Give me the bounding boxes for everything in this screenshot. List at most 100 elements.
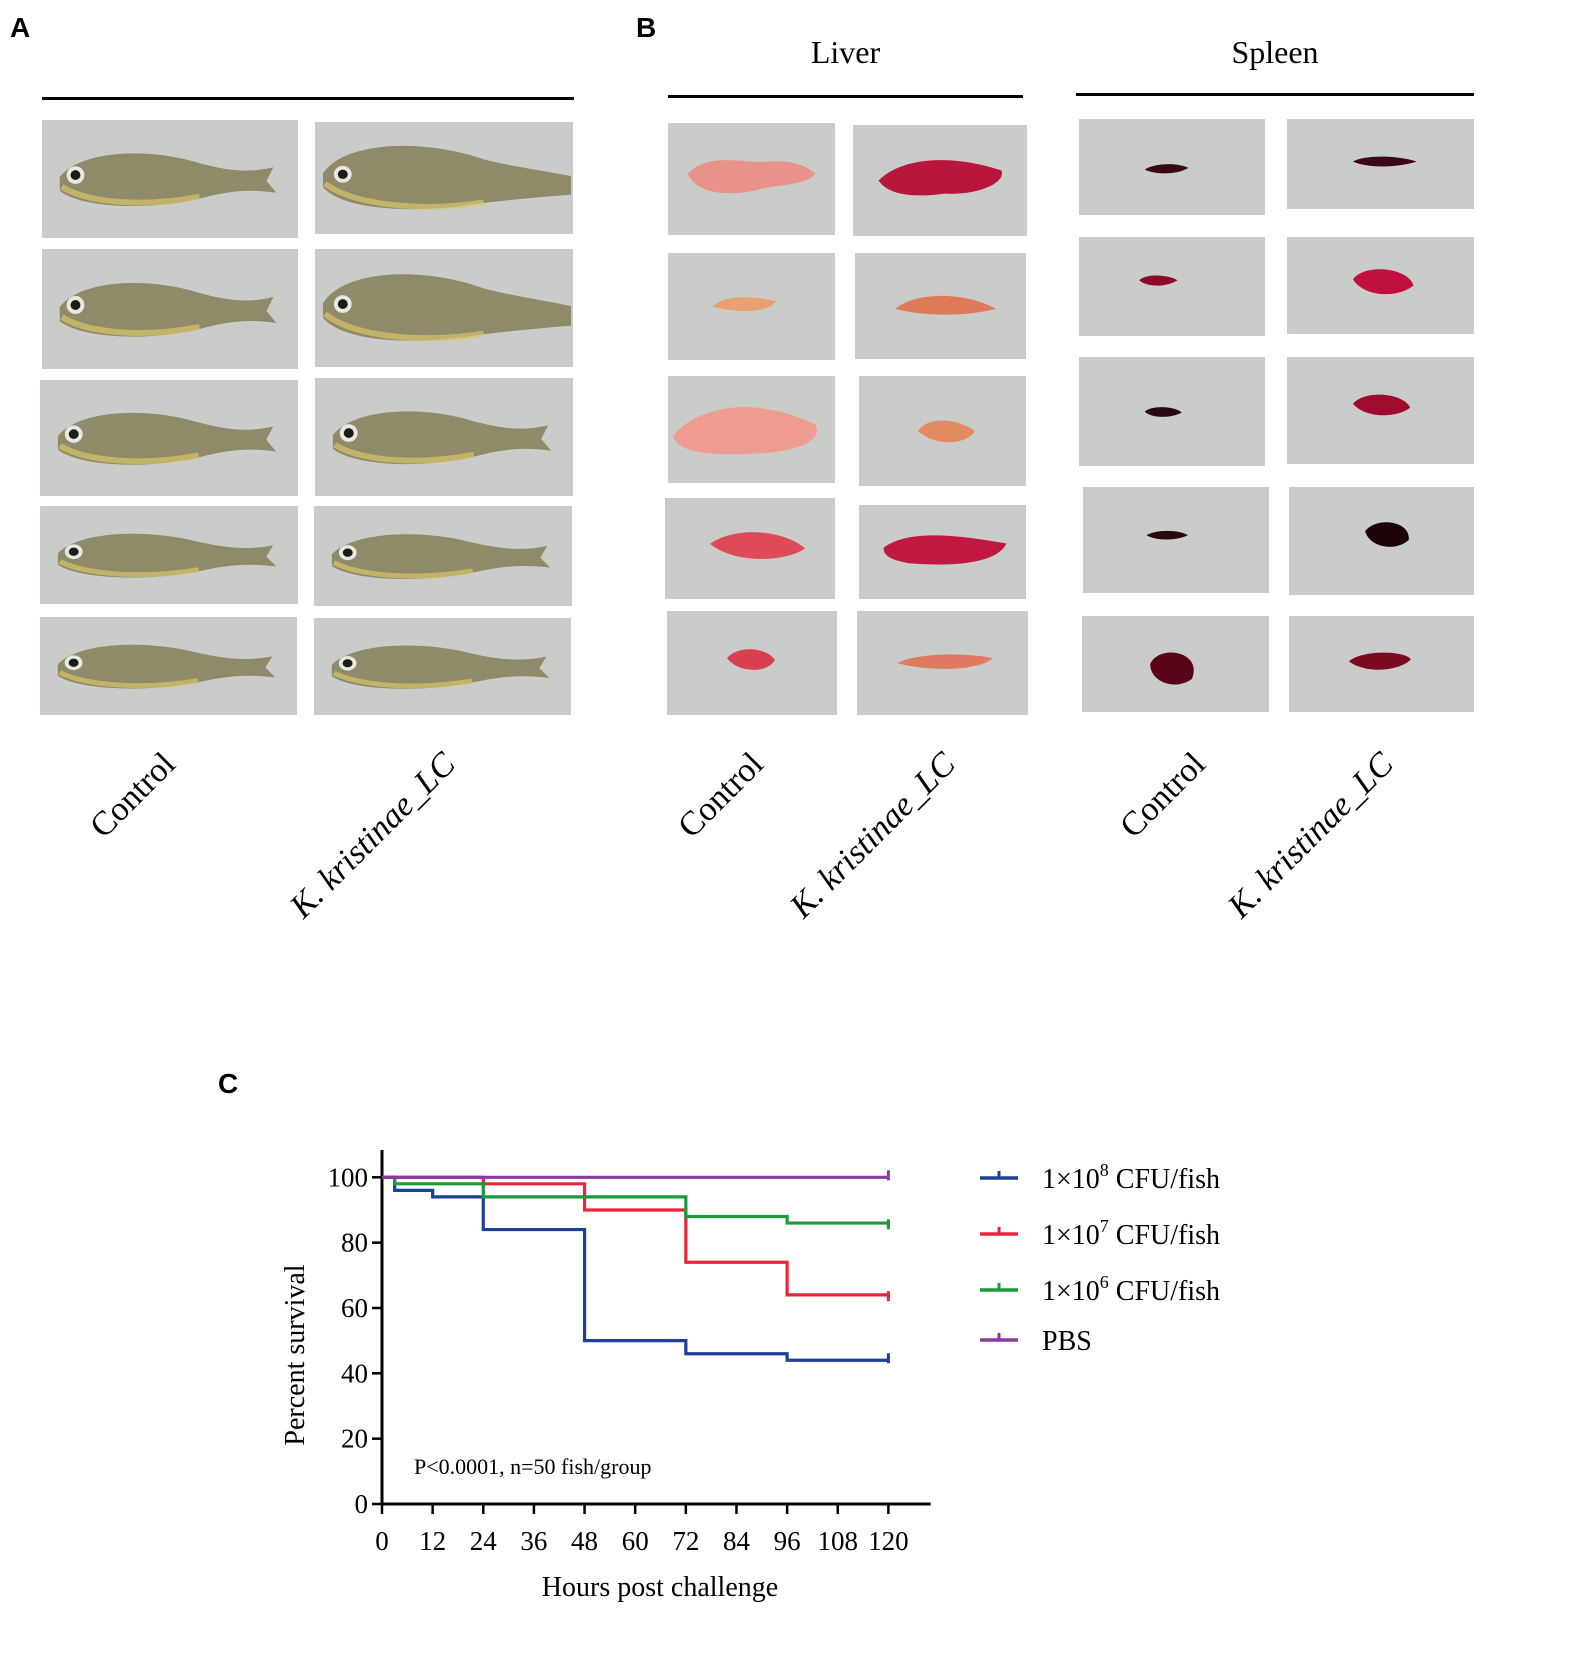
fish-image: [57, 533, 277, 578]
x-tick-label: 120: [868, 1526, 909, 1556]
spleen-photo-image: [1353, 156, 1417, 167]
fish-photo: [314, 618, 571, 715]
fish-body: [332, 411, 552, 465]
fish-body: [59, 153, 277, 207]
x-tick-label: 84: [723, 1526, 751, 1556]
panel-b-letter: B: [636, 12, 657, 43]
fish-body: [322, 274, 572, 341]
spleen-tissue: [1353, 269, 1414, 295]
liver-photo-image: [878, 160, 1002, 196]
y-axis-title: Percent survival: [280, 1264, 311, 1445]
liver-photo-image: [672, 407, 817, 455]
x-tick-label: 60: [622, 1526, 649, 1556]
liver-title: Liver: [810, 34, 881, 70]
fish-image: [59, 153, 277, 207]
spleen-tissue: [1139, 275, 1178, 286]
chart-annotation: P<0.0001, n=50 fish/group: [414, 1454, 652, 1479]
fish-photo: [315, 378, 573, 496]
liver-tissue: [897, 654, 993, 669]
fish-photo: [314, 506, 572, 606]
x-tick-label: 0: [375, 1526, 389, 1556]
fish-body: [57, 533, 277, 578]
spleen-photo: [1287, 119, 1474, 209]
spleen-photo: [1083, 487, 1269, 593]
spleen-photo: [1082, 616, 1269, 712]
legend-entry: 1×108 CFU/fish: [1042, 1160, 1220, 1195]
spleen-label-control: Control: [1113, 745, 1213, 846]
survival-series-line: [382, 1175, 889, 1362]
survival-chart: 0 12 24 36 48 60 72 84 96 108 120 0 20 40 60 80 100 P<0.…: [280, 1150, 1220, 1603]
fish-photo: [42, 249, 298, 369]
fish-body: [331, 645, 550, 689]
y-tick-label: 80: [341, 1228, 368, 1258]
spleen-photo: [1079, 237, 1265, 336]
fish-body: [322, 145, 572, 210]
fish-photo: [40, 380, 298, 496]
legend-entry: 1×106 CFU/fish: [1042, 1272, 1220, 1307]
fish-photo: [42, 120, 298, 238]
panel-a-label-control: Control: [83, 745, 183, 846]
spleen-tissue: [1365, 522, 1409, 547]
liver-photo: [857, 611, 1028, 715]
spleen-photo-image: [1353, 269, 1414, 295]
x-tick-label: 24: [470, 1526, 498, 1556]
x-tick-label: 48: [571, 1526, 598, 1556]
y-tick-label: 40: [341, 1358, 368, 1388]
spleen-photo-image: [1353, 394, 1411, 416]
liver-photo: [855, 253, 1026, 359]
liver-photo-image: [883, 535, 1007, 565]
spleen-rule: [1076, 93, 1474, 96]
fish-image: [59, 282, 277, 337]
liver-photo: [859, 376, 1026, 486]
liver-tissue: [712, 297, 777, 312]
liver-photo-image: [687, 160, 816, 194]
liver-photo-image: [712, 297, 777, 312]
fish-body: [57, 412, 277, 465]
liver-tissue: [878, 160, 1002, 196]
x-tick-label: 12: [419, 1526, 446, 1556]
spleen-photo-image: [1348, 652, 1411, 670]
x-tick-label: 108: [818, 1526, 859, 1556]
liver-photo: [665, 498, 835, 599]
liver-tissue: [895, 295, 996, 315]
fish-image: [332, 411, 552, 465]
liver-photo: [859, 505, 1026, 599]
fish-image: [322, 274, 572, 342]
fish-photo: [315, 249, 573, 367]
y-tick-label: 60: [341, 1293, 368, 1323]
spleen-photo: [1289, 616, 1474, 712]
survival-series-line: [382, 1175, 890, 1227]
fish-image: [331, 645, 550, 689]
spleen-photo: [1079, 119, 1265, 215]
liver-tissue: [687, 160, 816, 194]
liver-photo-image: [895, 295, 996, 315]
spleen-photo-image: [1365, 522, 1409, 547]
y-tick-label: 100: [328, 1162, 369, 1192]
fish-photo: [315, 122, 573, 234]
liver-photo: [668, 376, 835, 483]
x-tick-label: 96: [774, 1526, 801, 1556]
panel-a-rule: [42, 97, 574, 100]
spleen-photo-image: [1150, 652, 1194, 685]
liver-label-control: Control: [671, 745, 771, 846]
fish-image: [331, 534, 551, 579]
y-tick-label: 0: [355, 1489, 369, 1519]
liver-rule: [668, 95, 1023, 98]
fish-body: [59, 282, 277, 337]
fish-body: [57, 644, 276, 689]
x-tick-label: 72: [672, 1526, 699, 1556]
spleen-photo: [1079, 357, 1265, 466]
liver-tissue: [672, 407, 817, 455]
liver-tissue: [727, 649, 775, 670]
spleen-photo-image: [1144, 407, 1182, 417]
spleen-tissue: [1150, 652, 1194, 685]
spleen-photo: [1287, 357, 1474, 464]
spleen-tissue: [1144, 164, 1189, 174]
spleen-tissue: [1353, 394, 1411, 416]
x-tick-label: 36: [520, 1526, 547, 1556]
spleen-photo-image: [1144, 164, 1189, 174]
spleen-tissue: [1144, 407, 1182, 417]
spleen-tissue: [1146, 530, 1189, 540]
spleen-photo: [1289, 487, 1474, 595]
liver-photo: [853, 125, 1027, 236]
